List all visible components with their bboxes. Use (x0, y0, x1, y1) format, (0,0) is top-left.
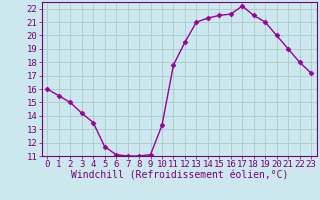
X-axis label: Windchill (Refroidissement éolien,°C): Windchill (Refroidissement éolien,°C) (70, 171, 288, 181)
